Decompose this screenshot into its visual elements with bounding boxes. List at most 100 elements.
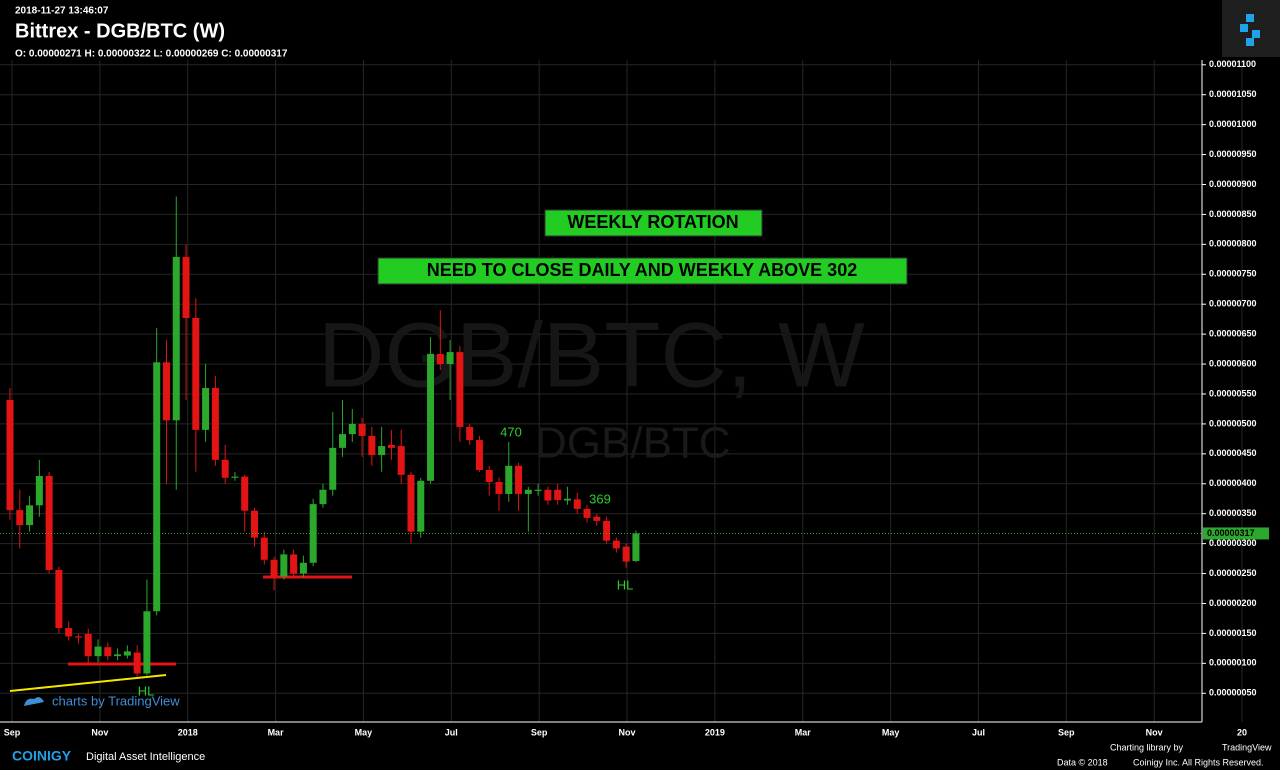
tagline: Digital Asset Intelligence <box>86 751 205 763</box>
grid <box>0 60 1243 722</box>
candle-body <box>554 489 562 500</box>
candle-body <box>456 352 464 427</box>
logo-box[interactable] <box>1222 0 1280 57</box>
x-tick-label: 2019 <box>705 727 725 737</box>
y-tick-label: 0.00000500 <box>1209 418 1257 428</box>
timestamp: 2018-11-27 13:46:07 <box>15 6 109 17</box>
candle-body <box>466 426 474 441</box>
candle-body <box>74 636 82 638</box>
y-tick-label: 0.00000850 <box>1209 209 1257 219</box>
candle-body <box>603 520 611 541</box>
title: Bittrex - DGB/BTC (W) <box>15 20 225 42</box>
watermark: DGB/BTC <box>535 419 731 468</box>
candle-body <box>329 447 337 490</box>
y-tick-label: 0.00000300 <box>1209 538 1257 548</box>
candle-body <box>94 646 102 657</box>
y-tick-label: 0.00000600 <box>1209 358 1257 368</box>
candle-body <box>221 459 229 478</box>
x-tick-label: Mar <box>795 727 812 737</box>
y-tick-label: 0.00001050 <box>1209 89 1257 99</box>
y-tick-label: 0.00001100 <box>1209 59 1256 69</box>
candle-body <box>270 559 278 577</box>
candle-body <box>192 317 200 430</box>
brand: COINIGY <box>12 748 72 764</box>
y-tick-label: 0.00000400 <box>1209 478 1257 488</box>
annotation: HL <box>138 683 155 698</box>
y-tick-label: 0.00000200 <box>1209 598 1257 608</box>
candle-body <box>622 546 630 562</box>
candle-body <box>583 508 591 518</box>
candle-body <box>368 435 376 456</box>
candle-body <box>397 446 405 475</box>
x-tick-label: 2018 <box>178 727 198 737</box>
candle-body <box>407 474 415 532</box>
candle-body <box>534 489 542 491</box>
candle-body <box>211 388 219 460</box>
annotation: NEED TO CLOSE DAILY AND WEEKLY ABOVE 302 <box>427 260 857 280</box>
candle-body <box>251 510 258 538</box>
candle-body <box>172 256 180 421</box>
candle-body <box>436 353 444 365</box>
candle-body <box>84 634 92 657</box>
last-price-label: 0.00000317 <box>1207 528 1255 538</box>
candle-body <box>573 499 581 509</box>
candle-body <box>241 476 249 511</box>
candle-body <box>143 611 151 674</box>
candle-body <box>280 554 288 577</box>
candle-body <box>123 651 131 656</box>
candle-body <box>612 540 620 549</box>
candle-body <box>524 489 532 494</box>
candle-body <box>475 440 483 471</box>
y-tick-label: 0.00000800 <box>1209 239 1257 249</box>
candle-body <box>563 498 571 501</box>
tv-logo <box>24 697 44 706</box>
x-tick-label: May <box>355 727 373 737</box>
y-tick-label: 0.00000700 <box>1209 299 1257 309</box>
candle-body <box>55 569 63 629</box>
y-tick-label: 0.00000150 <box>1209 628 1257 638</box>
y-tick-label: 0.00000900 <box>1209 179 1257 189</box>
x-tick-label: 20 <box>1237 727 1247 737</box>
candle-body <box>6 399 14 511</box>
candle-body <box>427 353 435 481</box>
annotation-box <box>377 257 908 285</box>
y-tick-label: 0.00000050 <box>1209 688 1257 698</box>
candle-body <box>260 537 268 560</box>
x-tick-label: Mar <box>268 727 285 737</box>
x-tick-label: Jul <box>972 727 985 737</box>
candle-body <box>319 489 327 505</box>
candle-body <box>387 444 395 448</box>
annotation: 470 <box>500 424 522 439</box>
candle-body <box>309 504 317 563</box>
y-tick-label: 0.00000450 <box>1209 448 1257 458</box>
tv-badge[interactable]: charts by TradingView <box>52 693 180 708</box>
candle-body <box>446 352 454 365</box>
annotation: 369 <box>589 491 611 506</box>
annotation: HL <box>617 577 634 592</box>
candle-body <box>348 423 356 435</box>
ohlc: O: 0.00000271 H: 0.00000322 L: 0.0000026… <box>15 49 288 60</box>
candle-body <box>339 434 347 448</box>
x-tick-label: Nov <box>619 727 636 737</box>
candle-body <box>16 510 24 526</box>
candle-body <box>417 480 425 532</box>
x-tick-label: Nov <box>91 727 108 737</box>
x-tick-label: Sep <box>4 727 21 737</box>
candle-body <box>104 647 112 657</box>
candle-body <box>495 481 503 494</box>
y-tick-label: 0.00000750 <box>1209 269 1257 279</box>
candle-body <box>231 476 239 478</box>
candle-body <box>515 465 523 494</box>
watermark: DGB/BTC, W <box>318 304 865 406</box>
trend-line <box>9 674 167 692</box>
candle-body <box>65 628 73 637</box>
candle-body <box>182 256 190 318</box>
y-tick-label: 0.00000350 <box>1209 508 1257 518</box>
candle-body <box>299 562 307 574</box>
candle-body <box>26 505 34 526</box>
x-tick-label: May <box>882 727 900 737</box>
data-note: Data © 2018 <box>1057 757 1108 767</box>
library: Charting library by <box>1110 742 1184 752</box>
